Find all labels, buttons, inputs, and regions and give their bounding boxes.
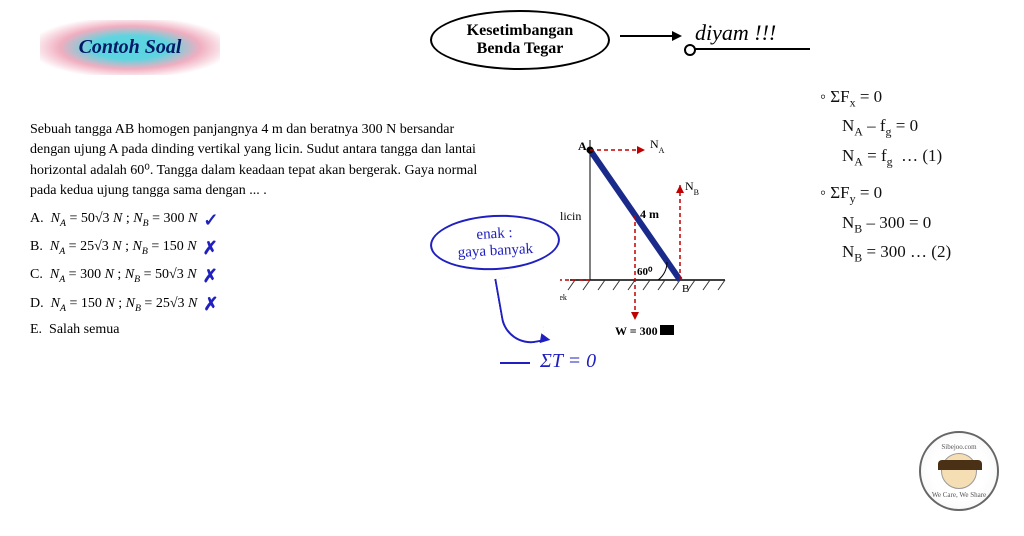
arrow-icon xyxy=(620,35,680,37)
diyam-underline xyxy=(690,48,810,50)
problem-text: Sebuah tangga AB homogen panjangnya 4 m … xyxy=(30,120,480,201)
cursor-icon xyxy=(660,325,674,335)
mark-a: ✓ xyxy=(203,207,218,233)
hw-1: ◦ ΣFx = 0 xyxy=(820,83,1020,112)
handwritten-work: ◦ ΣFx = 0 NA – fg = 0 NA = fg … (1) ◦ ΣF… xyxy=(820,75,1020,268)
label-NB: NB xyxy=(685,179,699,197)
label-angle: 60⁰ xyxy=(637,266,653,278)
header-badge: Contoh Soal xyxy=(40,20,220,75)
option-c: C. NA = 300 N ; NB = 50√3 N ✗ xyxy=(30,263,480,289)
title-oval: Kesetimbangan Benda Tegar xyxy=(430,10,610,70)
problem-block: Sebuah tangga AB homogen panjangnya 4 m … xyxy=(30,120,480,342)
hw-4: ◦ ΣFy = 0 xyxy=(820,179,1020,208)
label-fgesek: fgesek xyxy=(560,286,567,302)
logo-badge: Sibejoo.com We Care, We Share xyxy=(919,431,999,511)
label-licin: licin xyxy=(560,209,581,223)
hw-3: NA = fg … (1) xyxy=(820,142,1020,171)
bubble-line2: gaya banyak xyxy=(457,241,533,261)
diyam-label: diyam !!! xyxy=(695,20,776,46)
option-e: E. Salah semua xyxy=(30,320,480,340)
logo-bottom: We Care, We Share xyxy=(932,491,986,499)
option-b: B. NA = 25√3 N ; NB = 150 N ✗ xyxy=(30,235,480,261)
options-list: A. NA = 50√3 N ; NB = 300 N ✓ B. NA = 25… xyxy=(30,207,480,340)
label-A: A xyxy=(578,139,587,153)
option-a: A. NA = 50√3 N ; NB = 300 N ✓ xyxy=(30,207,480,233)
torque-eq: ΣΤ = 0 xyxy=(540,350,596,373)
bubble-arrow-icon xyxy=(494,272,546,348)
hw-5: NB – 300 = 0 xyxy=(820,209,1020,238)
mark-c: ✗ xyxy=(203,263,218,289)
mark-d: ✗ xyxy=(203,291,218,317)
bubble-line1: enak : xyxy=(476,225,513,243)
badge-text: Contoh Soal xyxy=(79,36,182,59)
logo-top: Sibejoo.com xyxy=(941,443,976,451)
label-NA: NA xyxy=(650,137,665,155)
label-B: B xyxy=(682,283,689,295)
mark-b: ✗ xyxy=(203,235,218,261)
title-line2: Benda Tegar xyxy=(477,40,564,58)
label-length: 4 m xyxy=(640,207,659,221)
logo-face-icon xyxy=(941,453,977,489)
option-d: D. NA = 150 N ; NB = 25√3 N ✗ xyxy=(30,291,480,317)
title-line1: Kesetimbangan xyxy=(467,22,574,40)
hw-2: NA – fg = 0 xyxy=(820,112,1020,141)
hw-6: NB = 300 … (2) xyxy=(820,238,1020,267)
ladder-diagram: A NA NB licin 4 m 60⁰ B fgesek W = 300 N xyxy=(560,130,760,350)
